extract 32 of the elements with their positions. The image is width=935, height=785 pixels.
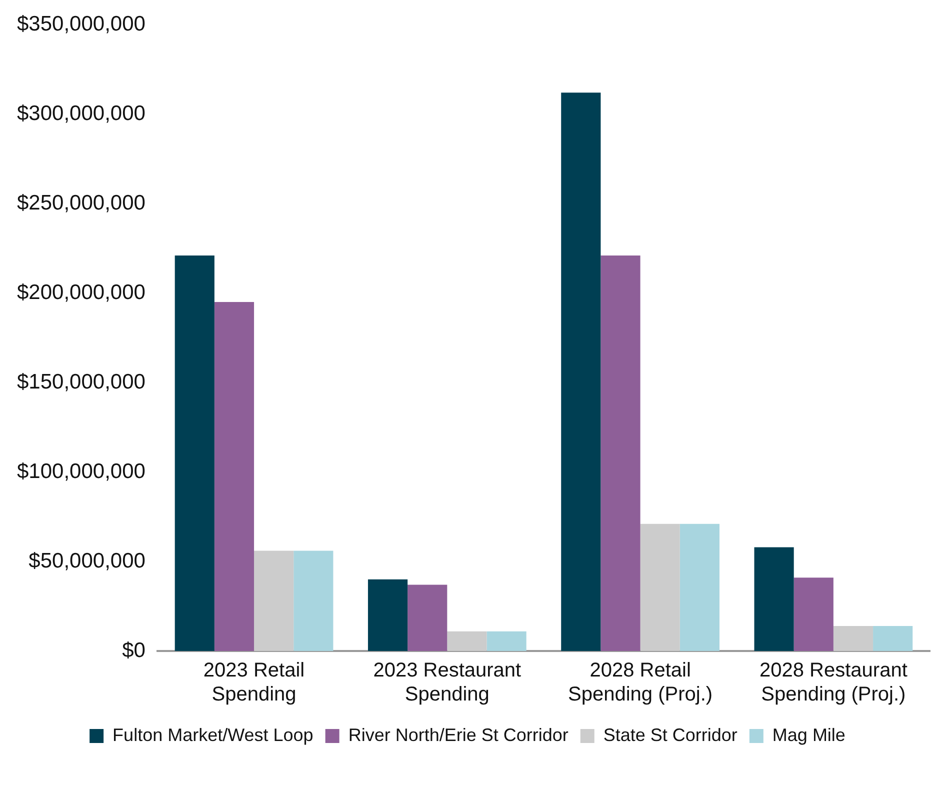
y-tick-label: $50,000,000 [28, 549, 146, 572]
bar [214, 302, 254, 651]
y-tick-label: $300,000,000 [16, 102, 146, 125]
bar [408, 584, 448, 651]
bar [174, 255, 214, 651]
legend-label: Fulton Market/West Loop [112, 724, 314, 745]
bar [294, 550, 334, 651]
bar [447, 631, 487, 651]
legend-label: River North/Erie St Corridor [348, 724, 568, 745]
bar [833, 626, 874, 651]
bar [794, 578, 834, 651]
y-tick-label: $100,000,000 [16, 460, 146, 483]
x-tick-label: 2023 Retail Spending [203, 660, 305, 706]
bar [600, 255, 640, 651]
bar [640, 524, 680, 651]
legend-label: State St Corridor [603, 724, 738, 745]
y-tick-label: $350,000,000 [16, 12, 146, 36]
x-tick-label: 2028 Restaurant Spending (Proj.) [759, 660, 908, 706]
bar [754, 547, 794, 651]
bar [486, 631, 526, 651]
x-tick-label: 2028 Retail Spending (Proj.) [568, 660, 713, 706]
y-tick-label: $250,000,000 [16, 191, 146, 214]
bar [680, 524, 720, 651]
bar [561, 92, 601, 651]
y-tick-label: $200,000,000 [16, 280, 146, 304]
legend-label: Mag Mile [772, 724, 846, 745]
x-tick-label: 2023 Restaurant Spending [373, 660, 522, 706]
bar [254, 550, 294, 651]
bar [368, 579, 408, 651]
y-tick-label: $0 [122, 638, 146, 662]
bar [873, 626, 913, 651]
y-tick-label: $150,000,000 [16, 370, 146, 394]
